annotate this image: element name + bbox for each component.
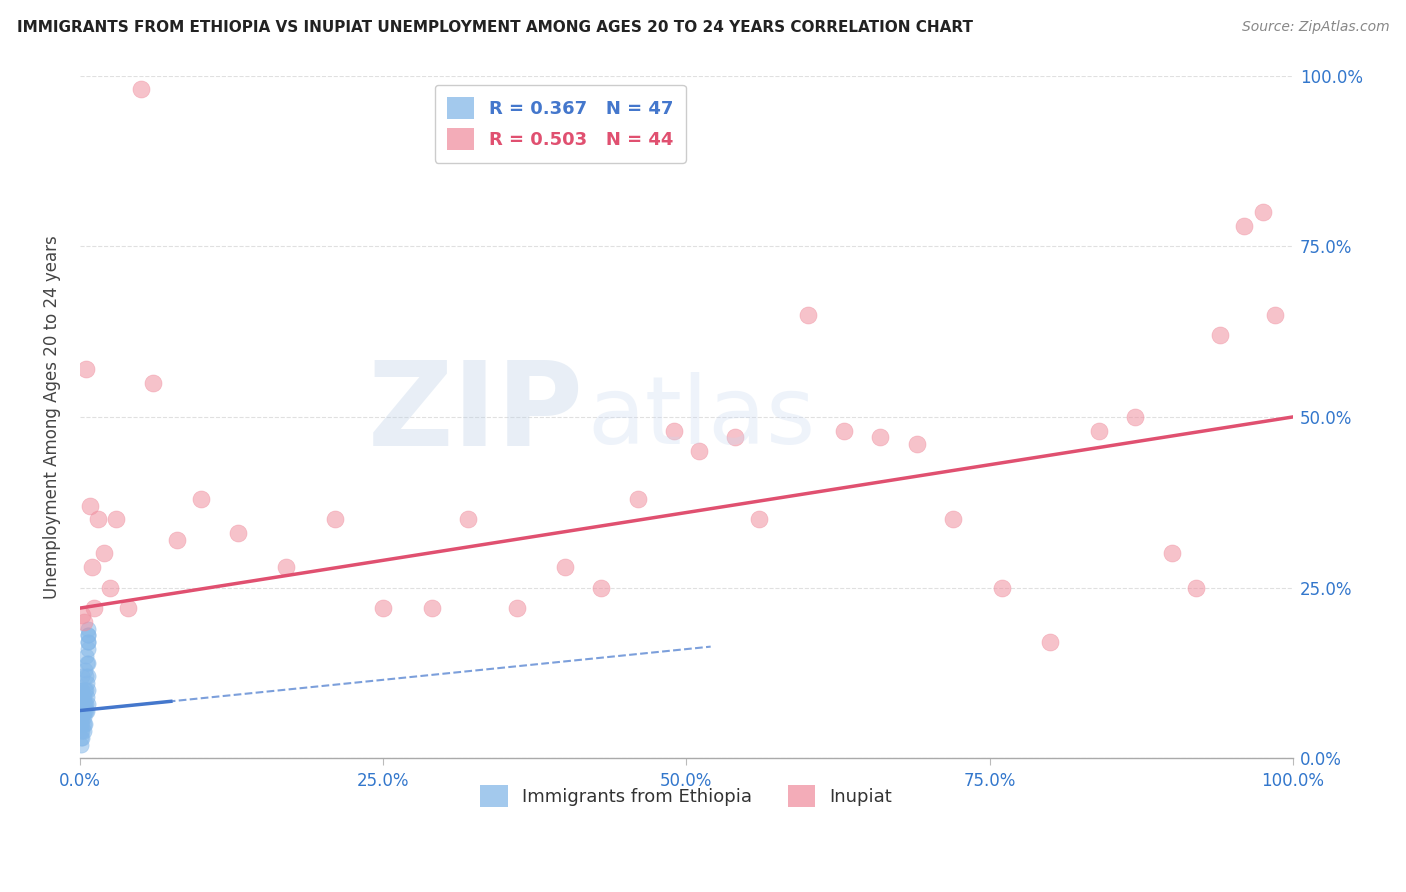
Point <box>724 430 747 444</box>
Point <box>72 710 94 724</box>
Point <box>1160 547 1182 561</box>
Point <box>72 669 94 683</box>
Point <box>77 635 100 649</box>
Point <box>76 656 98 670</box>
Point <box>70 717 93 731</box>
Point <box>70 738 93 752</box>
Point <box>73 704 96 718</box>
Point <box>72 724 94 739</box>
Point <box>76 690 98 704</box>
Point <box>142 376 165 390</box>
Point <box>77 628 100 642</box>
Point <box>87 512 110 526</box>
Point <box>72 704 94 718</box>
Point <box>70 690 93 704</box>
Point <box>72 690 94 704</box>
Point <box>688 444 710 458</box>
Point <box>869 430 891 444</box>
Point <box>72 710 94 724</box>
Point <box>1251 205 1274 219</box>
Point <box>748 512 770 526</box>
Legend: Immigrants from Ethiopia, Inupiat: Immigrants from Ethiopia, Inupiat <box>474 778 900 814</box>
Point <box>591 581 613 595</box>
Text: atlas: atlas <box>586 372 815 465</box>
Point <box>75 362 97 376</box>
Point <box>72 704 94 718</box>
Point <box>75 697 97 711</box>
Point <box>77 628 100 642</box>
Point <box>75 704 97 718</box>
Point <box>77 635 100 649</box>
Point <box>505 601 527 615</box>
Point <box>72 717 94 731</box>
Point <box>129 82 152 96</box>
Point <box>190 491 212 506</box>
Text: ZIP: ZIP <box>367 356 583 471</box>
Point <box>77 697 100 711</box>
Point <box>73 663 96 677</box>
Point <box>80 560 103 574</box>
Point <box>75 648 97 663</box>
Point <box>83 601 105 615</box>
Point <box>76 704 98 718</box>
Point <box>72 683 94 698</box>
Point <box>77 669 100 683</box>
Point <box>93 547 115 561</box>
Text: Source: ZipAtlas.com: Source: ZipAtlas.com <box>1241 20 1389 34</box>
Point <box>1233 219 1256 233</box>
Point <box>70 724 93 739</box>
Point <box>942 512 965 526</box>
Point <box>1123 409 1146 424</box>
Point <box>70 683 93 698</box>
Point <box>73 683 96 698</box>
Point <box>77 683 100 698</box>
Point <box>72 615 94 629</box>
Point <box>75 669 97 683</box>
Point <box>991 581 1014 595</box>
Point <box>226 526 249 541</box>
Point <box>274 560 297 574</box>
Point <box>554 560 576 574</box>
Point <box>457 512 479 526</box>
Point <box>796 308 818 322</box>
Text: IMMIGRANTS FROM ETHIOPIA VS INUPIAT UNEMPLOYMENT AMONG AGES 20 TO 24 YEARS CORRE: IMMIGRANTS FROM ETHIOPIA VS INUPIAT UNEM… <box>17 20 973 35</box>
Point <box>70 704 93 718</box>
Point <box>105 512 128 526</box>
Point <box>664 424 686 438</box>
Point <box>72 717 94 731</box>
Point <box>627 491 650 506</box>
Point <box>70 697 93 711</box>
Point <box>76 676 98 690</box>
Y-axis label: Unemployment Among Ages 20 to 24 years: Unemployment Among Ages 20 to 24 years <box>44 235 60 599</box>
Point <box>166 533 188 547</box>
Point <box>77 656 100 670</box>
Point <box>323 512 346 526</box>
Point <box>420 601 443 615</box>
Point <box>117 601 139 615</box>
Point <box>70 710 93 724</box>
Point <box>79 499 101 513</box>
Point <box>373 601 395 615</box>
Point <box>72 697 94 711</box>
Point <box>73 697 96 711</box>
Point <box>1088 424 1111 438</box>
Point <box>77 642 100 657</box>
Point <box>98 581 121 595</box>
Point <box>1209 328 1232 343</box>
Point <box>77 622 100 636</box>
Point <box>70 731 93 745</box>
Point <box>832 424 855 438</box>
Point <box>73 717 96 731</box>
Point <box>1039 635 1062 649</box>
Point <box>75 683 97 698</box>
Point <box>72 697 94 711</box>
Point <box>72 724 94 739</box>
Point <box>72 731 94 745</box>
Point <box>1264 308 1286 322</box>
Point <box>1185 581 1208 595</box>
Point <box>72 607 94 622</box>
Point <box>905 437 928 451</box>
